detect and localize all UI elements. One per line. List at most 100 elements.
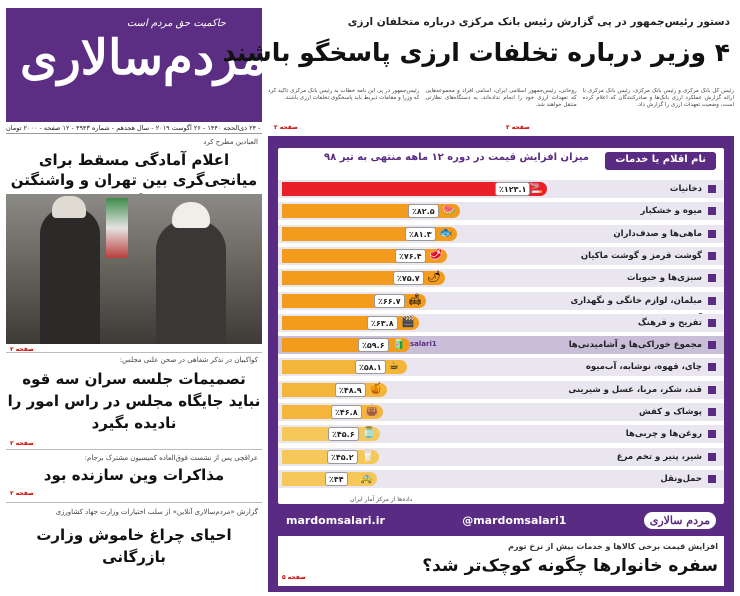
chart-row: ٪۴۵.۲ 🥛 شیر، پنیر و تخم مرغ [278, 447, 724, 470]
lead-column: روحانی، رئیس‌جمهور اسلامی ایران، اسامی ا… [425, 88, 577, 108]
infographic-footer: mardomsalari.ir @mardomsalari1 مردم سالا… [278, 508, 724, 532]
footer-website[interactable]: mardomsalari.ir [286, 513, 385, 527]
news-photo[interactable] [6, 194, 262, 344]
chart-row: ٪۱۲۳.۱ 🚬 دخانیات [278, 180, 724, 202]
chart-value-label: ٪۴۴ [325, 471, 348, 486]
newspaper-front-page: حاکمیت حق مردم است مردم‌سالاری دوشنبه ۴ … [6, 8, 734, 592]
chart-value-label: ٪۷۵.۷ [393, 271, 424, 286]
chart-value-label: ٪۴۸.۹ [335, 382, 366, 397]
chart-item-icon: 🎬 [401, 314, 415, 328]
chart-category-label: مبلمان، لوازم خانگی و نگهداری آن‌ها [568, 292, 718, 324]
chart-row: ٪۴۶.۸ 👜 پوشاک و کفش [278, 403, 724, 425]
chart-row: ٪۶۶.۷🛋 مبلمان، لوازم خانگی و نگهداری آن‌ه… [278, 291, 724, 324]
chart-title: میزان افزایش قیمت در دوره ۱۲ ماهه منتهی … [324, 152, 589, 163]
page-ref[interactable]: صفحه ۲ [10, 490, 34, 497]
chart-item-icon: ☕ [389, 359, 399, 373]
chart-category-label: سبزی‌ها و حبوبات [568, 269, 718, 287]
chart-row: ٪۵۸.۱ ☕ چای، قهوه، نوشابه، آب‌میوه [278, 358, 724, 380]
chart-row-track [278, 380, 724, 399]
chart-row-track [278, 469, 724, 488]
page-ref[interactable]: صفحه ۲ [274, 124, 298, 131]
story-kicker: گزارش «مردم‌سالاری آنلاین» از سلب اختیار… [55, 508, 258, 516]
chart-category-label: حمل‌ونقل [568, 470, 718, 488]
chart-item-icon: 👜 [365, 404, 379, 417]
chart-row: ٪۶۳.۸ 🎬 تفریح و فرهنگ [278, 313, 724, 336]
chart-item-icon: 🥩 [429, 247, 443, 261]
dateline: دوشنبه ۴ شهریور ۱۳۹۸ - ۲۴ ذی‌الحجه ۱۴۴۰ … [6, 124, 262, 134]
lead-kicker: دستور رئیس‌جمهور در پی گزارش رئیس بانک م… [347, 16, 730, 28]
page-ref[interactable]: صفحه ۵ [282, 574, 306, 581]
chart-item-icon: 🚕 [359, 470, 373, 484]
chart-value-label: ٪۴۵.۲ [327, 449, 358, 464]
infographic-panel: نام اقلام یا خدمات میزان افزایش قیمت در … [268, 136, 734, 592]
divider [6, 352, 262, 353]
chart-item-icon: 🌶 [427, 270, 441, 284]
story-headline[interactable]: تصمیمات جلسه سران سه قوه نباید جایگاه مج… [7, 370, 261, 432]
chart-bar [282, 338, 410, 353]
newspaper-logo[interactable]: مردم‌سالاری [20, 30, 267, 86]
person-figure [156, 220, 226, 344]
story-kicker: العبادین مطرح کرد [203, 138, 258, 146]
chart-row: ٪۸۲.۵ 🍉 میوه و خشکبار [278, 202, 724, 224]
chart-item-icon: 🍉 [442, 203, 456, 217]
story-kicker: عراقچی پس از نشست فوق‌العاده کمیسیون مشت… [84, 454, 258, 462]
story-kicker: افزایش قیمت برخی کالاها و خدمات بیش از ن… [508, 542, 718, 551]
page-ref[interactable]: صفحه ۲ [10, 346, 34, 353]
chart-category-label: تفریح و فرهنگ [568, 314, 718, 332]
chart-item-icon: 🐟 [439, 225, 453, 239]
infographic-story[interactable]: افزایش قیمت برخی کالاها و خدمات بیش از ن… [278, 536, 724, 586]
chart-card: نام اقلام یا خدمات میزان افزایش قیمت در … [278, 148, 724, 504]
chart-item-icon: 🧃 [392, 337, 406, 351]
chart-row-track [278, 425, 724, 444]
chart-source: داده‌ها از مرکز آمار ایران [350, 496, 413, 503]
chart-row: ٪۴۴ 🚕 حمل‌ونقل [278, 469, 724, 492]
chart-row: ٪۴۵.۶ 🫙 روغن‌ها و چربی‌ها [278, 425, 724, 447]
chart-value-label: ٪۸۲.۵ [408, 204, 439, 219]
chart-category-label: قند، شکر، مربا، عسل و شیرینی [568, 381, 718, 399]
chart-value-label: ٪۵۹.۶ [358, 338, 389, 353]
chart-category-label: دخانیات [568, 180, 718, 198]
chart-value-label: ٪۶۳.۸ [367, 315, 398, 330]
chart-category-label: پوشاک و کفش [568, 403, 718, 421]
chart-value-label: ٪۴۶.۸ [331, 405, 362, 419]
chart-category-label: گوشت قرمز و گوشت ماکیان [568, 247, 718, 265]
lead-story[interactable]: دستور رئیس‌جمهور در پی گزارش رئیس بانک م… [223, 8, 734, 134]
left-column: العبادین مطرح کرد اعلام آمادگی مسقط برای… [6, 136, 262, 592]
chart-category-tab: نام اقلام یا خدمات [605, 152, 716, 170]
lead-body: رئیس کل بانک مرکزی و رئیس بانک مرکزی، رئ… [268, 88, 734, 122]
chart-row: ٪۵۹.۶ 🧃 مجموع خوراکی‌ها و آشامیدنی‌ها [278, 336, 724, 358]
page-ref[interactable]: صفحه ۲ [10, 440, 34, 447]
chart-value-label: ٪۷۶.۴ [395, 248, 426, 263]
chart-category-label: روغن‌ها و چربی‌ها [568, 425, 718, 443]
story-headline[interactable]: سفره خانوارها چگونه کوچک‌تر شد؟ [422, 556, 718, 576]
chart-category-label: مجموع خوراکی‌ها و آشامیدنی‌ها [568, 336, 718, 354]
chart-category-label: میوه و خشکبار [568, 202, 718, 220]
chart-category-label: شیر، پنیر و تخم مرغ [568, 448, 718, 466]
chart-value-label: ٪۱۲۳.۱ [495, 182, 531, 196]
chart-category-label: ماهی‌ها و صدف‌داران [568, 225, 718, 243]
person-turban [52, 196, 86, 218]
chart-category-label: چای، قهوه، نوشابه، آب‌میوه [568, 358, 718, 376]
chart-item-icon: 🫙 [362, 426, 376, 440]
lead-column: رئیس کل بانک مرکزی و رئیس بانک مرکزی، رئ… [582, 88, 734, 108]
chart-item-icon: 🛋 [408, 292, 422, 306]
chart-row-track [278, 403, 724, 421]
footer-handle[interactable]: @mardomsalari1 [462, 513, 567, 527]
flag-shape [106, 198, 128, 258]
footer-logo: مردم سالاری [643, 511, 716, 529]
chart-row: ٪۷۶.۴ 🥩 گوشت قرمز و گوشت ماکیان [278, 246, 724, 269]
chart-value-label: ٪۵۸.۱ [355, 360, 386, 375]
chart-item-icon: 🥛 [361, 448, 375, 462]
masthead: حاکمیت حق مردم است مردم‌سالاری [6, 8, 265, 122]
chart-row: ٪۸۱.۳ 🐟 ماهی‌ها و صدف‌داران [278, 224, 724, 247]
lead-column: رئیس‌جمهور در پی این نامه خطاب به رئیس ب… [268, 88, 420, 101]
chart-bar [282, 182, 547, 196]
chart-value-label: ٪۴۵.۶ [328, 427, 359, 442]
page-ref[interactable]: صفحه ۲ [506, 124, 530, 131]
story-headline[interactable]: مذاکرات وین سازنده بود [43, 466, 225, 484]
lead-headline[interactable]: ۴ وزیر درباره تخلفات ارزی پاسخگو باشند [222, 38, 730, 67]
divider [6, 502, 262, 503]
story-headline[interactable]: احیای چراغ خاموش وزارت بازرگانی [36, 526, 232, 566]
chart-value-label: ٪۶۶.۷ [374, 293, 405, 308]
chart-bar [282, 315, 419, 330]
